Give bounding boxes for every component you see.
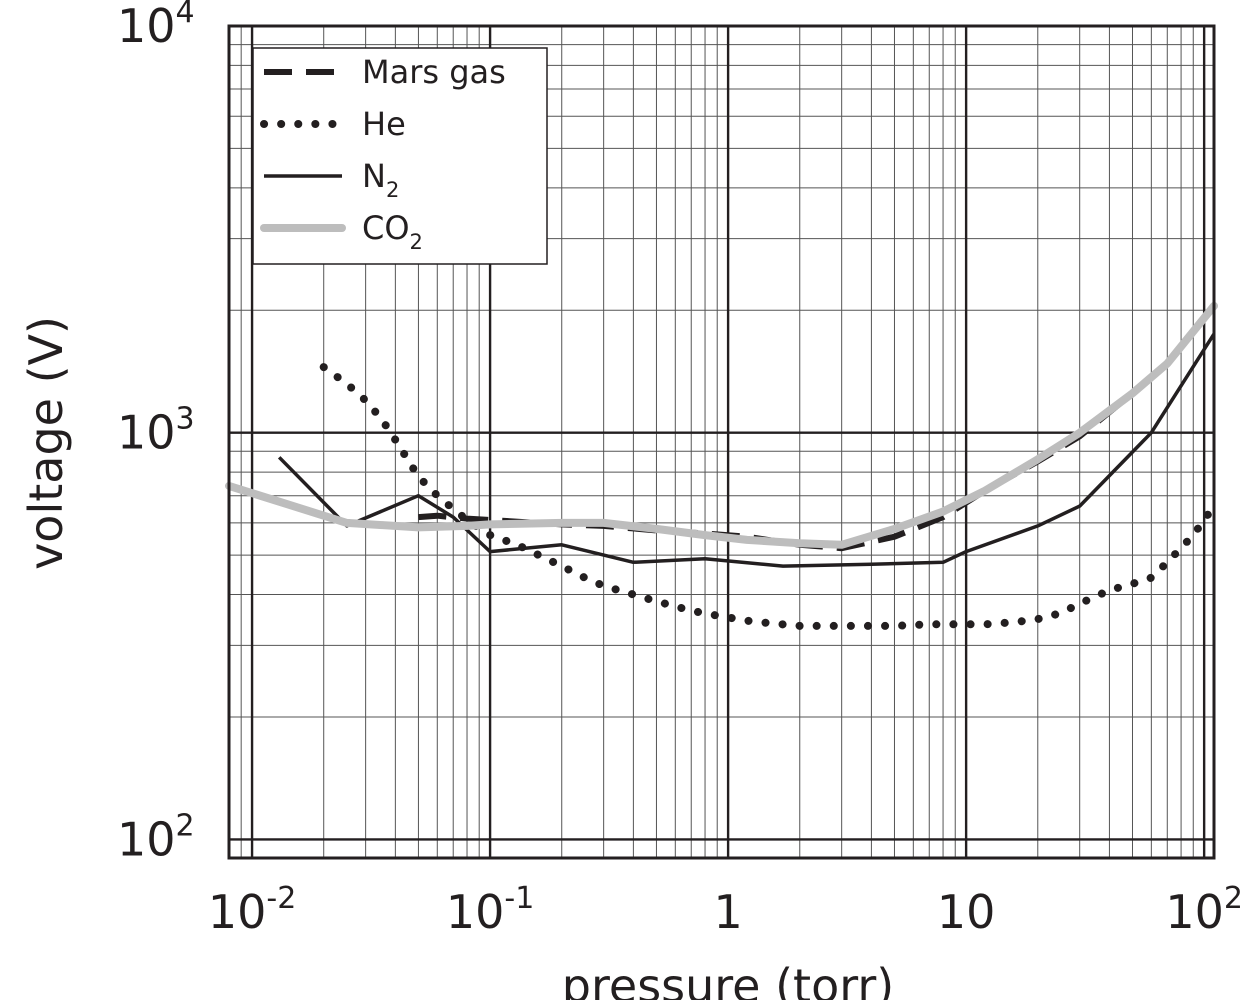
series-line-co2 [225,301,1218,549]
y-tick-label: 102 [117,808,195,866]
x-tick-label: 1 [713,885,742,939]
x-tick-label: 10 [937,885,996,939]
y-tick-labels: 102 103 104 [117,0,195,866]
x-tick-label: 10-2 [208,881,296,939]
legend-entries: Mars gas He N2 CO2 [260,53,506,254]
legend: Mars gas He N2 CO2 [252,47,548,265]
y-axis-label: voltage (V) [19,316,73,570]
series-line-he [319,363,1218,630]
series-line-n2 [277,332,1216,568]
plot-frame [227,24,1216,860]
x-tick-labels: 10-2 10-1 1 10 102 [208,881,1243,939]
legend-label-co2: CO2 [362,209,423,254]
y-tick-label: 104 [117,0,195,53]
legend-label-he: He [362,105,406,143]
y-tick-label: 103 [117,402,195,460]
x-tick-label: 10-1 [446,881,534,939]
x-axis-label: pressure (torr) [562,959,894,1000]
legend-label-n2: N2 [362,157,399,202]
x-tick-label: 102 [1165,881,1243,939]
series-layer [225,301,1218,630]
legend-label-mars-gas: Mars gas [362,53,506,91]
